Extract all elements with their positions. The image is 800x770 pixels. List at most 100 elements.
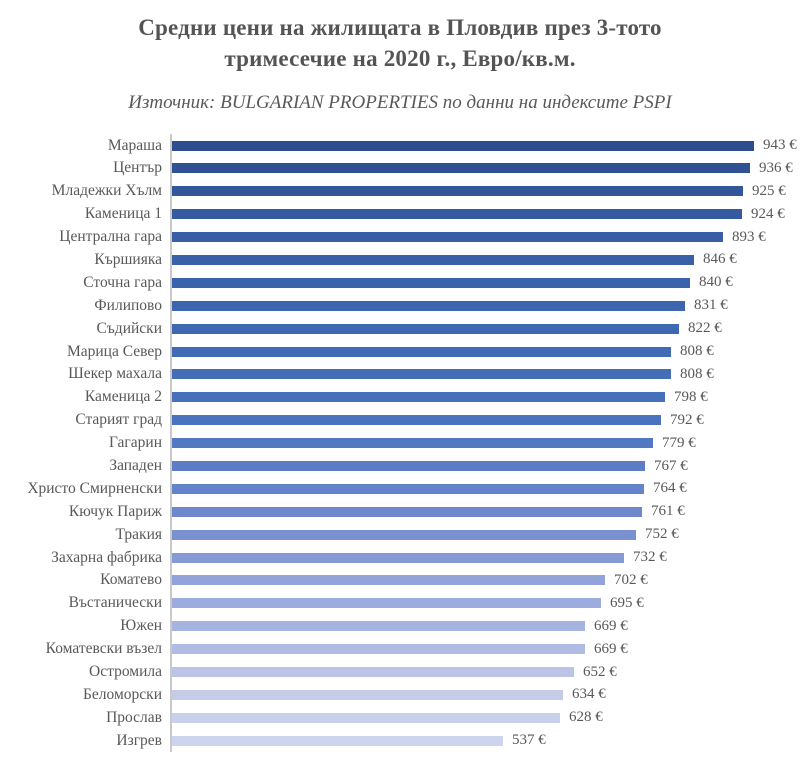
category-label: Шекер махала xyxy=(68,365,162,383)
category-label: Център xyxy=(113,159,162,177)
bar xyxy=(172,667,574,678)
bar xyxy=(172,163,750,174)
bar-chart: Мараша 943 € Център 936 € Младежки Хълм 925 €… xyxy=(0,134,800,753)
bar-track: 702 € xyxy=(170,569,800,592)
category-label: Съдийски xyxy=(96,319,162,337)
value-label: 822 € xyxy=(688,320,722,337)
bar xyxy=(172,529,636,540)
value-label: 798 € xyxy=(674,388,708,405)
value-label: 943 € xyxy=(763,137,797,154)
value-label: 732 € xyxy=(633,549,667,566)
value-label: 752 € xyxy=(645,526,679,543)
bar-track: 767 € xyxy=(170,454,800,478)
bar-track: 808 € xyxy=(170,363,800,386)
bar-track: 808 € xyxy=(170,340,800,363)
bar-row: Христо Смирненски 764 € xyxy=(0,477,800,501)
category-label: Коматево xyxy=(100,571,162,589)
value-label: 652 € xyxy=(583,663,617,680)
category-label: Мараша xyxy=(107,136,162,154)
bar xyxy=(172,552,624,563)
bar-row: Западен 767 € xyxy=(0,454,800,478)
bar-row: Старият град 792 € xyxy=(0,408,800,432)
bar-track: 537 € xyxy=(170,729,800,753)
category-label: Кършияка xyxy=(94,250,162,268)
bar-track: 634 € xyxy=(170,683,800,707)
value-label: 840 € xyxy=(699,274,733,291)
value-label: 925 € xyxy=(752,182,786,199)
bar xyxy=(172,140,754,151)
bar-row: Беломорски 634 € xyxy=(0,683,800,707)
bar-track: 669 € xyxy=(170,637,800,661)
bar xyxy=(172,392,665,403)
bar-track: 943 € xyxy=(170,134,800,157)
chart-title-line-2: тримесечие на 2020 г., Евро/кв.м. xyxy=(224,46,576,72)
bar-track: 798 € xyxy=(170,385,800,409)
value-label: 893 € xyxy=(732,228,766,245)
value-label: 761 € xyxy=(651,503,685,520)
value-label: 846 € xyxy=(703,251,737,268)
bar-track: 732 € xyxy=(170,546,800,570)
value-label: 702 € xyxy=(614,571,648,588)
bar xyxy=(172,689,563,700)
category-label: Тракия xyxy=(115,525,162,543)
bar-track: 779 € xyxy=(170,431,800,455)
bar-row: Център 936 € xyxy=(0,156,800,180)
value-label: 695 € xyxy=(610,594,644,611)
bar-track: 936 € xyxy=(170,156,800,180)
bar-row: Филипово 831 € xyxy=(0,294,800,318)
bar-track: 846 € xyxy=(170,248,800,272)
bar-row: Гагарин 779 € xyxy=(0,431,800,455)
category-label: Беломорски xyxy=(83,685,162,703)
bar xyxy=(172,300,685,311)
bar-rows: Мараша 943 € Център 936 € Младежки Хълм 925 €… xyxy=(0,134,800,753)
bar-row: Прослав 628 € xyxy=(0,706,800,730)
category-label: Централна гара xyxy=(59,228,162,246)
category-label: Младежки Хълм xyxy=(51,182,162,200)
value-label: 808 € xyxy=(680,365,714,382)
category-label: Изгрев xyxy=(116,731,162,749)
bar xyxy=(172,346,671,357)
value-label: 936 € xyxy=(759,159,793,176)
bar xyxy=(172,575,605,586)
bar-track: 822 € xyxy=(170,317,800,341)
bar-track: 764 € xyxy=(170,477,800,501)
bar xyxy=(172,232,723,243)
bar-row: Въстанически 695 € xyxy=(0,591,800,615)
bar xyxy=(172,369,671,380)
category-label: Захарна фабрика xyxy=(51,548,162,566)
bar-row: Коматево 702 € xyxy=(0,569,800,592)
category-label: Каменица 2 xyxy=(84,388,162,406)
chart-subtitle: Източник: BULGARIAN PROPERTIES по данни … xyxy=(128,92,672,114)
value-label: 669 € xyxy=(594,617,628,634)
chart-title: Средни цени на жилищата в Пловдив през 3… xyxy=(60,12,740,74)
value-label: 924 € xyxy=(751,205,785,222)
bar-track: 761 € xyxy=(170,500,800,524)
bar-track: 831 € xyxy=(170,294,800,318)
value-label: 767 € xyxy=(654,457,688,474)
bar-row: Кършияка 846 € xyxy=(0,248,800,272)
value-label: 628 € xyxy=(569,709,603,726)
bar-row: Остромила 652 € xyxy=(0,660,800,684)
category-label: Филипово xyxy=(94,296,162,314)
bar xyxy=(172,186,743,197)
value-label: 764 € xyxy=(653,480,687,497)
bar-track: 924 € xyxy=(170,202,800,226)
category-label: Южен xyxy=(120,617,162,635)
bar xyxy=(172,323,679,334)
value-label: 669 € xyxy=(594,640,628,657)
category-label: Западен xyxy=(109,457,162,474)
category-label: Старият град xyxy=(75,411,162,429)
bar-row: Съдийски 822 € xyxy=(0,317,800,341)
bar xyxy=(172,254,694,265)
bar xyxy=(172,415,661,426)
bar xyxy=(172,438,653,449)
value-label: 808 € xyxy=(680,343,714,360)
bar xyxy=(172,621,585,632)
bar xyxy=(172,506,642,517)
bar-row: Кючук Париж 761 € xyxy=(0,500,800,524)
bar-track: 840 € xyxy=(170,271,800,295)
bar-row: Мараша 943 € xyxy=(0,134,800,157)
bar xyxy=(172,461,645,471)
bar-track: 669 € xyxy=(170,614,800,638)
